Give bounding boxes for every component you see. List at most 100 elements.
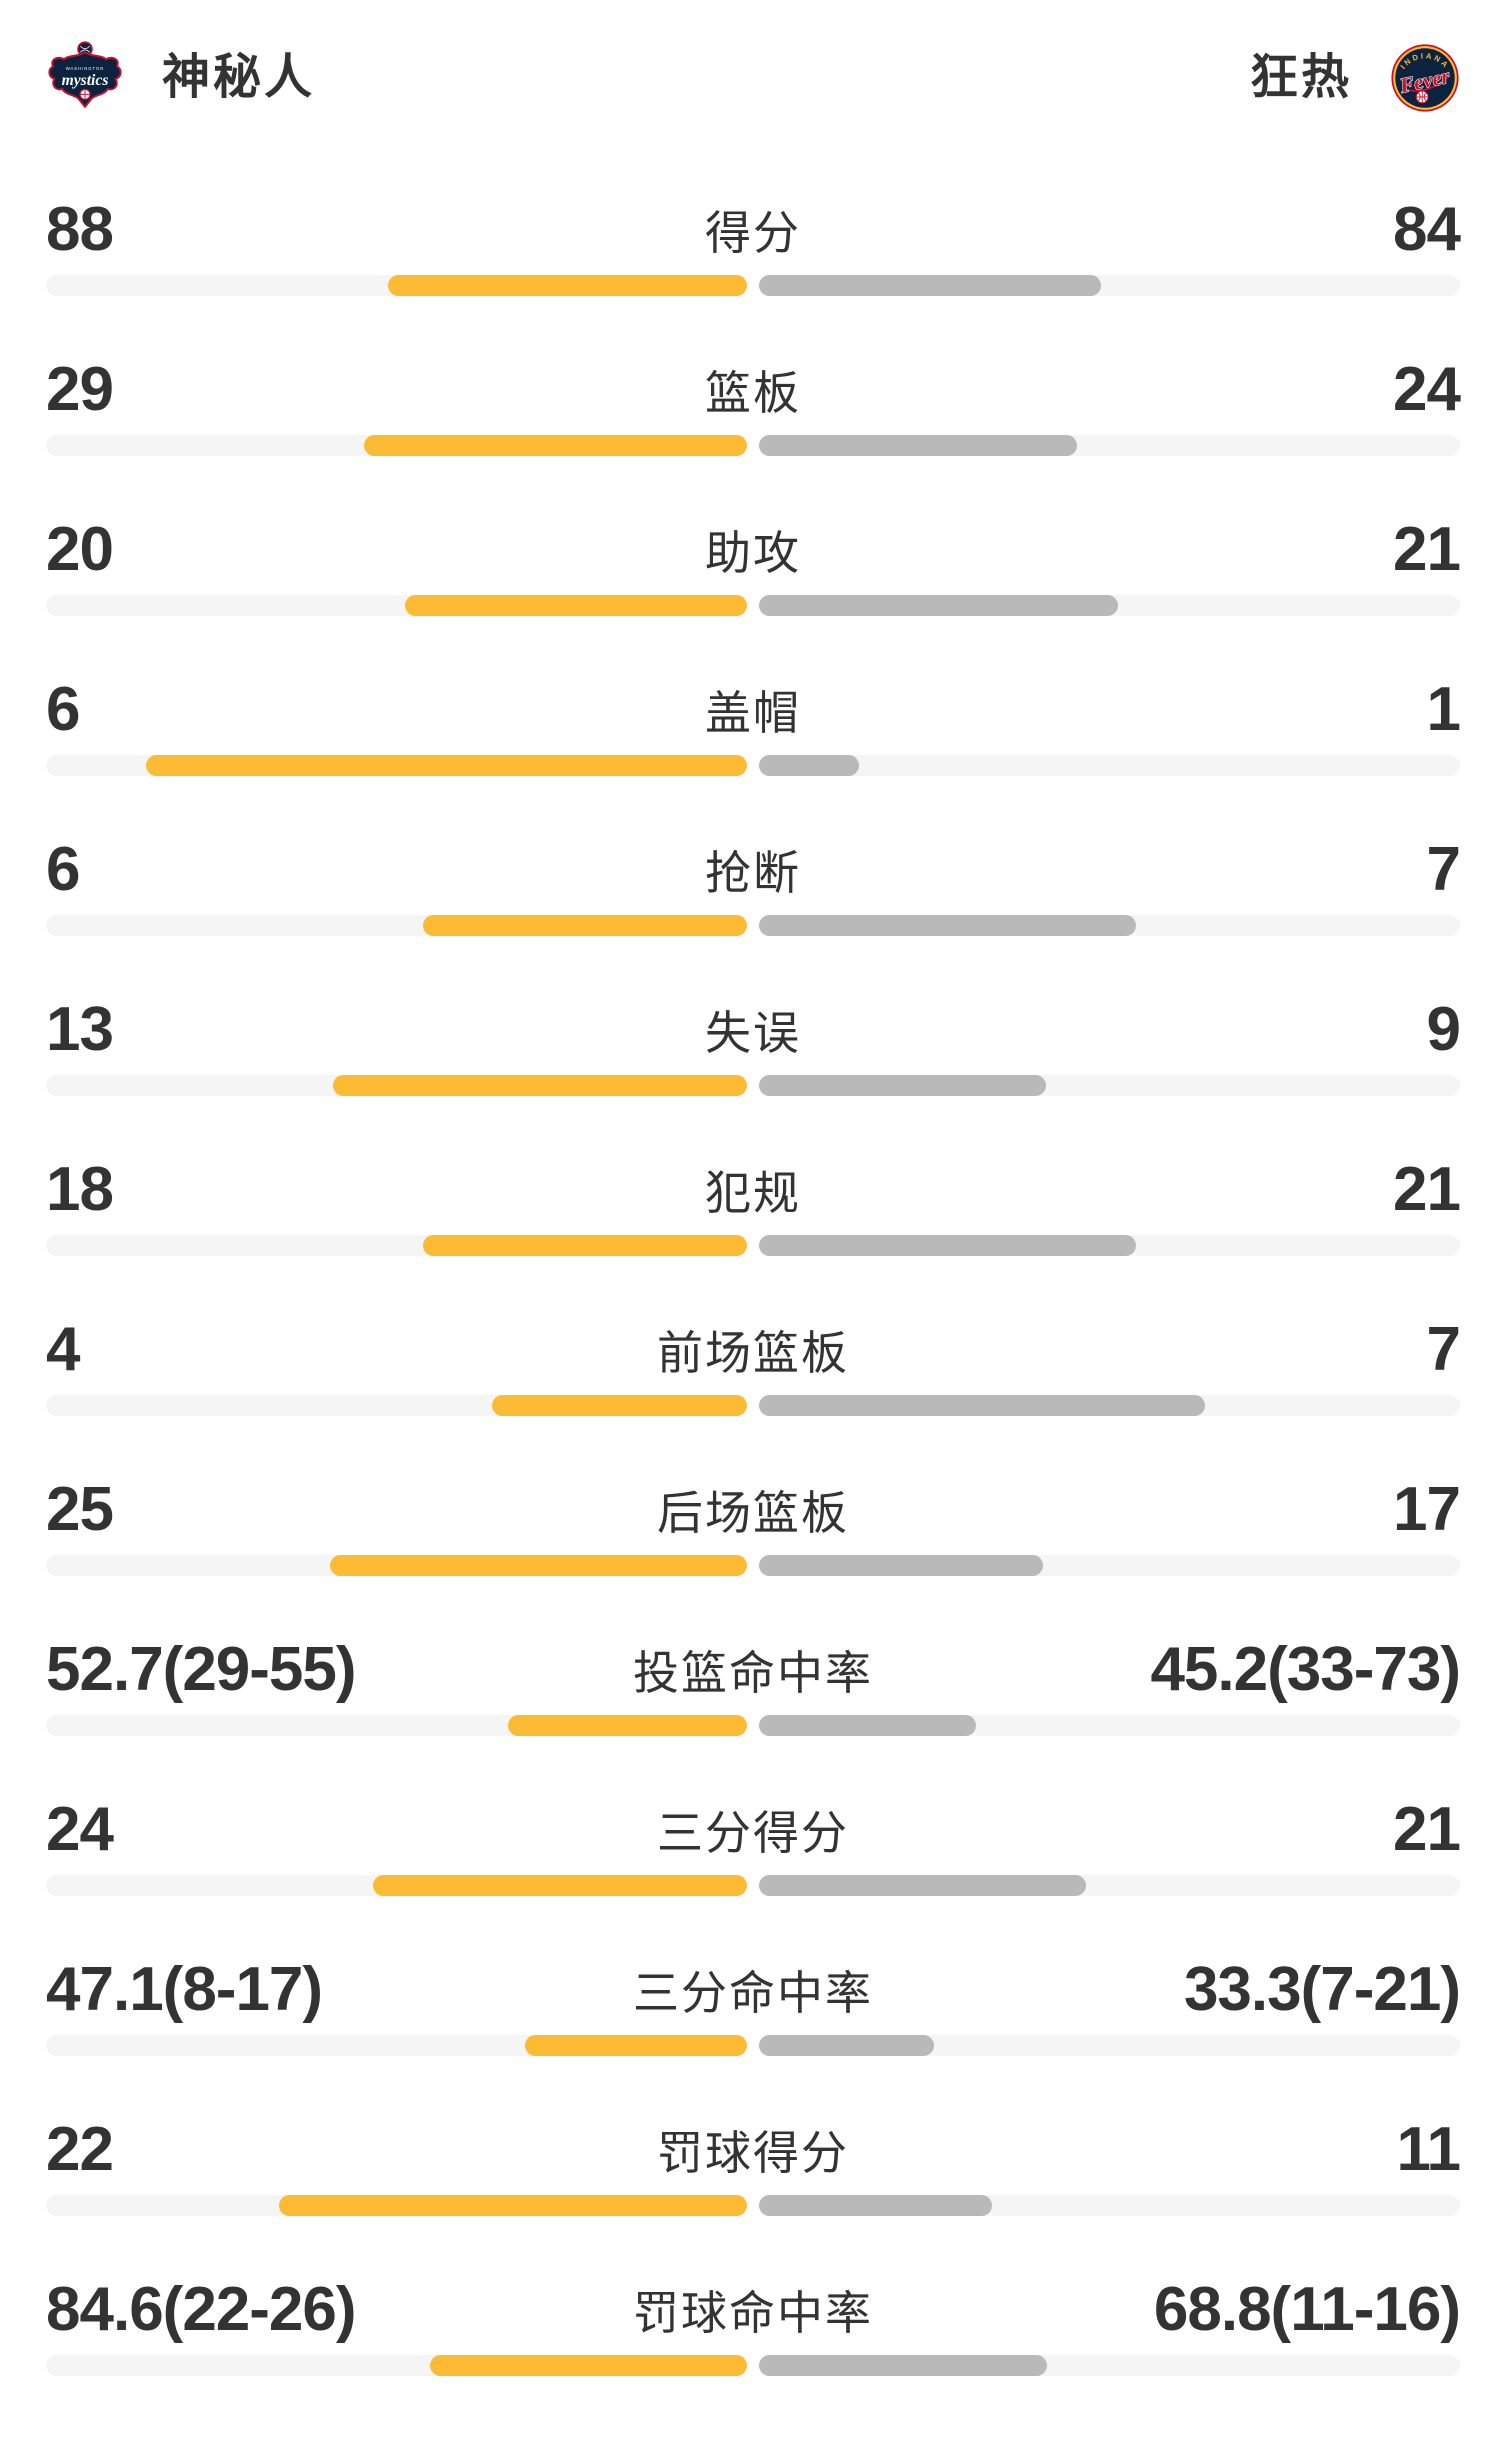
away-bar-fill	[759, 595, 1118, 616]
away-bar-fill	[759, 1875, 1087, 1896]
away-bar-fill	[759, 1395, 1205, 1416]
away-bar-fill	[759, 1235, 1137, 1256]
stat-head: 47.1(8-17) 三分命中率 33.3(7-21)	[46, 1952, 1461, 2028]
stat-head: 6 盖帽 1	[46, 672, 1461, 748]
away-bar-fill	[759, 275, 1102, 296]
away-value: 21	[1393, 1795, 1461, 1864]
away-bar-track	[759, 1395, 1460, 1416]
home-bar-track	[46, 755, 747, 776]
away-value: 84	[1393, 195, 1461, 264]
stat-label: 篮板	[705, 367, 801, 419]
stat-head: 84.6(22-26) 罚球命中率 68.8(11-16)	[46, 2272, 1461, 2348]
home-bar-fill	[524, 2035, 747, 2056]
stat-bars	[46, 915, 1460, 936]
mystics-logo-top-text: WASHINGTON	[66, 66, 105, 71]
home-bar-fill	[423, 1235, 747, 1256]
team-away-name: 狂热	[1249, 51, 1352, 104]
team-home: WASHINGTON mystics 神秘人	[46, 39, 315, 117]
stat-bars	[46, 595, 1460, 616]
away-bar-fill	[759, 2035, 935, 2056]
home-bar-track	[46, 1875, 747, 1896]
home-value: 24	[46, 1795, 114, 1864]
away-bar-track	[759, 1875, 1460, 1896]
away-value: 45.2(33-73)	[1150, 1635, 1461, 1704]
away-value: 1	[1426, 675, 1461, 744]
home-bar-track	[46, 1395, 747, 1416]
home-value: 25	[46, 1475, 114, 1544]
stats-list: 88 得分 84 29 篮板 24	[46, 192, 1461, 2376]
away-bar-fill	[759, 2195, 993, 2216]
away-bar-fill	[759, 1715, 977, 1736]
away-bar-track	[759, 275, 1460, 296]
stat-label: 投篮命中率	[633, 1647, 873, 1699]
stat-label: 犯规	[705, 1167, 801, 1219]
home-bar-track	[46, 1715, 747, 1736]
stat-row: 22 罚球得分 11	[46, 2112, 1461, 2216]
stat-row: 6 盖帽 1	[46, 672, 1461, 776]
away-bar-track	[759, 2195, 1460, 2216]
stat-head: 18 犯规 21	[46, 1152, 1461, 1228]
stat-bars	[46, 1715, 1460, 1736]
home-bar-fill	[491, 1395, 747, 1416]
stat-bars	[46, 2355, 1460, 2376]
home-bar-fill	[329, 1555, 747, 1576]
home-bar-track	[46, 1555, 747, 1576]
stat-label: 后场篮板	[657, 1487, 849, 1539]
away-bar-track	[759, 435, 1460, 456]
away-bar-fill	[759, 1555, 1043, 1576]
home-bar-fill	[332, 1075, 747, 1096]
away-bar-track	[759, 1235, 1460, 1256]
home-bar-track	[46, 2035, 747, 2056]
mystics-logo-script-text: mystics	[62, 72, 109, 89]
home-bar-track	[46, 435, 747, 456]
stat-row: 29 篮板 24	[46, 352, 1461, 456]
stat-label: 助攻	[705, 527, 801, 579]
stat-head: 4 前场篮板 7	[46, 1312, 1461, 1388]
home-value: 18	[46, 1155, 114, 1224]
stat-head: 24 三分得分 21	[46, 1792, 1461, 1868]
stat-row: 13 失误 9	[46, 992, 1461, 1096]
stat-label: 抢断	[705, 847, 801, 899]
away-value: 7	[1426, 835, 1461, 904]
stat-label: 盖帽	[705, 687, 801, 739]
stat-bars	[46, 755, 1460, 776]
stat-head: 25 后场篮板 17	[46, 1472, 1461, 1548]
team-home-name: 神秘人	[162, 51, 316, 104]
home-bar-fill	[430, 2355, 747, 2376]
stat-row: 25 后场篮板 17	[46, 1472, 1461, 1576]
stat-bars	[46, 1555, 1460, 1576]
away-bar-track	[759, 1555, 1460, 1576]
home-value: 88	[46, 195, 114, 264]
home-bar-track	[46, 915, 747, 936]
stat-bars	[46, 1235, 1460, 1256]
stat-bars	[46, 2035, 1460, 2056]
away-bar-track	[759, 755, 1460, 776]
home-value: 6	[46, 835, 80, 904]
fever-logo: INDIANA Fever	[1391, 44, 1459, 112]
away-bar-track	[759, 2035, 1460, 2056]
home-bar-track	[46, 1235, 747, 1256]
stat-head: 52.7(29-55) 投篮命中率 45.2(33-73)	[46, 1632, 1461, 1708]
stat-label: 得分	[705, 207, 801, 259]
stat-row: 52.7(29-55) 投篮命中率 45.2(33-73)	[46, 1632, 1461, 1736]
home-value: 84.6(22-26)	[46, 2275, 357, 2344]
away-bar-fill	[759, 435, 1077, 456]
stat-label: 罚球得分	[657, 2127, 849, 2179]
team-away: 狂热 INDIANA Fever	[1250, 43, 1460, 113]
stat-label: 前场篮板	[657, 1327, 849, 1379]
stat-row: 18 犯规 21	[46, 1152, 1461, 1256]
stat-head: 6 抢断 7	[46, 832, 1461, 908]
home-value: 47.1(8-17)	[46, 1955, 323, 2024]
match-stats-panel: WASHINGTON mystics 神秘人 狂热 INDIANA Fever	[0, 40, 1500, 2376]
stat-row: 20 助攻 21	[46, 512, 1461, 616]
stat-bars	[46, 275, 1460, 296]
stat-head: 20 助攻 21	[46, 512, 1461, 588]
home-bar-fill	[507, 1715, 747, 1736]
stat-row: 47.1(8-17) 三分命中率 33.3(7-21)	[46, 1952, 1461, 2056]
home-bar-track	[46, 2195, 747, 2216]
home-value: 29	[46, 355, 114, 424]
mystics-logo: WASHINGTON mystics	[48, 41, 122, 108]
home-bar-track	[46, 1075, 747, 1096]
stat-head: 88 得分 84	[46, 192, 1461, 268]
stat-label: 三分命中率	[633, 1967, 873, 2019]
